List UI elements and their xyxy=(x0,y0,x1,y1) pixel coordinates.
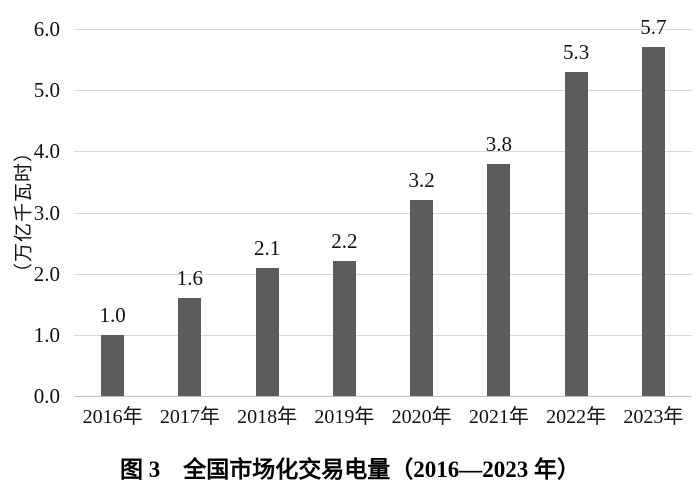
bar-value-label: 3.2 xyxy=(408,168,435,193)
bar-value-label: 2.2 xyxy=(331,229,358,254)
x-axis-label: 2018年 xyxy=(237,406,298,428)
x-axis-label: 2020年 xyxy=(391,406,452,428)
gridline xyxy=(74,273,692,275)
gridline xyxy=(74,29,692,30)
y-tick-label: 2.0 xyxy=(33,261,60,286)
y-tick-label: 6.0 xyxy=(33,17,60,41)
bar-value-label: 1.6 xyxy=(176,266,203,291)
figure-caption: 图 3 全国市场化交易电量（2016—2023 年） xyxy=(120,457,580,482)
bar-value-label: 2.1 xyxy=(254,235,281,260)
plot-area: 1.0 1.6 2.1 2.2 3.2 3.8 5.3 5.7 xyxy=(74,15,692,397)
bar xyxy=(332,261,356,396)
x-axis-label: 2017年 xyxy=(159,406,220,428)
x-axis-line xyxy=(74,396,692,397)
bar xyxy=(101,334,125,396)
gridline xyxy=(74,90,692,92)
bar-value-label: 5.7 xyxy=(640,15,667,40)
bar-value-label: 3.8 xyxy=(485,131,512,156)
bar xyxy=(487,163,511,396)
bar-value-label: 1.0 xyxy=(99,302,126,327)
bar xyxy=(255,267,279,396)
y-tick-label: 5.0 xyxy=(33,78,60,103)
y-tick-label: 4.0 xyxy=(33,139,60,164)
bar xyxy=(410,200,434,396)
bar xyxy=(564,71,588,396)
gridline xyxy=(74,334,692,336)
bar xyxy=(641,47,665,396)
y-tick-label: 0.0 xyxy=(33,384,60,408)
x-axis-label: 2021年 xyxy=(468,406,529,428)
y-tick-label: 1.0 xyxy=(33,322,60,347)
bar-value-label: 5.3 xyxy=(563,39,590,64)
x-axis-label: 2019年 xyxy=(314,406,375,428)
x-axis-label: 2023年 xyxy=(623,406,684,428)
gridline xyxy=(74,151,692,153)
x-axis-label: 2022年 xyxy=(546,406,607,428)
x-axis-label: 2016年 xyxy=(82,406,143,428)
gridline xyxy=(74,212,692,214)
bar xyxy=(178,298,202,396)
y-tick-label: 3.0 xyxy=(33,200,60,225)
